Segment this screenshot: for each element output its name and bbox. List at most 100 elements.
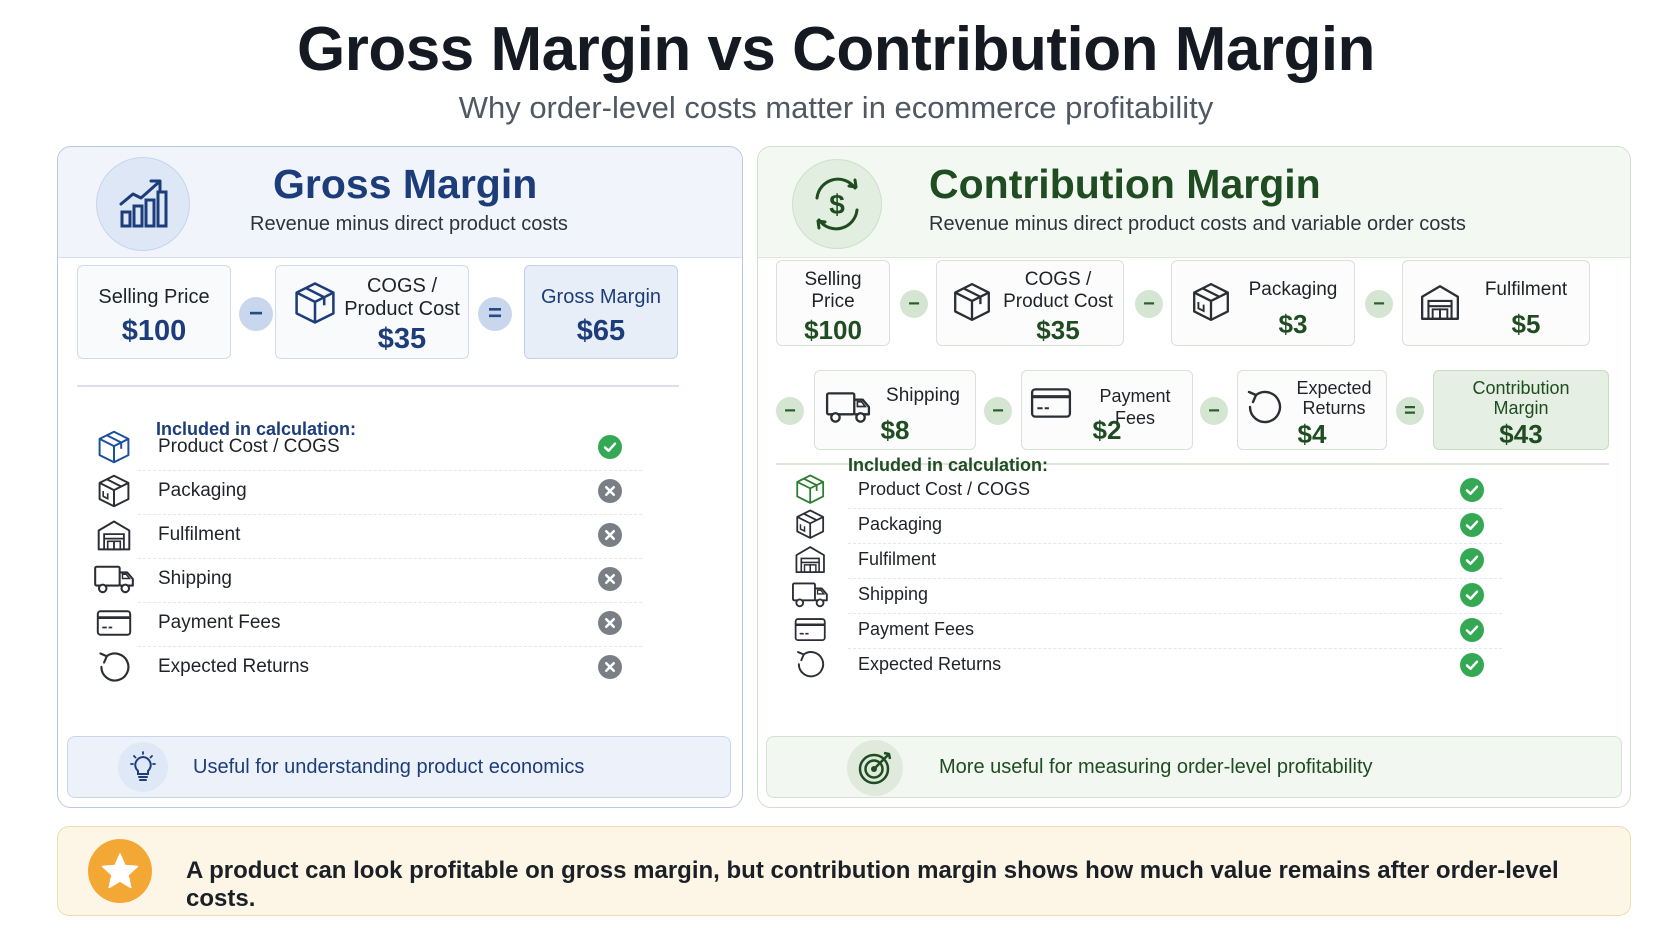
check-icon xyxy=(1460,512,1484,537)
payment-fees-box: Payment Fees $2 xyxy=(1021,370,1193,450)
list-item-label: Shipping xyxy=(158,568,232,589)
gross-margin-panel: Gross Margin Revenue minus direct produc… xyxy=(57,146,743,808)
minus-operator: − xyxy=(239,297,273,331)
list-item: Payment Fees xyxy=(82,603,642,647)
check-icon xyxy=(1460,582,1484,607)
cross-icon xyxy=(598,567,622,591)
contribution-result-value: $43 xyxy=(1499,419,1543,449)
payment-fees-label: Payment Fees xyxy=(1099,386,1171,428)
expected-returns-value: $4 xyxy=(1297,419,1327,449)
list-item: Product Cost / COGS xyxy=(82,427,642,471)
cross-icon xyxy=(598,611,622,635)
box-icon xyxy=(951,281,993,323)
cogs-value: $35 xyxy=(377,323,427,355)
cogs-label-line1: COGS / xyxy=(1024,269,1092,290)
page-subtitle: Why order-level costs matter in ecommerc… xyxy=(458,90,1214,125)
gross-footer: Useful for understanding product economi… xyxy=(67,736,731,798)
bar-chart-growth-icon xyxy=(96,157,190,251)
cogs-label-line1: COGS / xyxy=(366,275,437,297)
warehouse-icon xyxy=(96,517,132,553)
list-item: Expected Returns xyxy=(82,647,642,691)
shipping-value: $8 xyxy=(880,415,910,445)
contribution-footer: More useful for measuring order-level pr… xyxy=(766,736,1622,798)
check-icon xyxy=(1460,617,1484,642)
cogs-box: COGS / Product Cost $35 xyxy=(275,265,469,359)
selling-price-box: Selling Price $100 xyxy=(776,260,890,346)
contribution-margin-title: Contribution Margin xyxy=(929,161,1321,207)
selling-price-label-line2: Price xyxy=(811,291,855,312)
cross-icon xyxy=(598,523,622,547)
box-icon xyxy=(292,280,338,326)
box-icon xyxy=(96,429,132,465)
cross-icon xyxy=(598,479,622,503)
warehouse-icon xyxy=(1419,281,1461,323)
gross-margin-title: Gross Margin xyxy=(273,161,538,207)
list-item: Packaging xyxy=(82,471,642,515)
divider xyxy=(776,463,1609,465)
list-item-label: Expected Returns xyxy=(858,653,1002,674)
check-icon xyxy=(598,435,622,459)
truck-icon xyxy=(93,563,135,595)
contribution-margin-panel: $ Contribution Margin Revenue minus dire… xyxy=(757,146,1631,808)
expected-returns-box: Expected Returns $4 xyxy=(1237,370,1387,450)
row-divider xyxy=(848,508,1502,509)
cogs-label-line2: Product Cost xyxy=(344,298,460,320)
fulfilment-box: Fulfilment $5 xyxy=(1402,260,1590,346)
fulfilment-value: $5 xyxy=(1511,309,1541,339)
box-icon xyxy=(794,473,826,505)
list-item-label: Fulfilment xyxy=(858,548,937,569)
gross-margin-result-label: Gross Margin xyxy=(540,286,662,308)
lightbulb-icon xyxy=(118,742,168,792)
divider xyxy=(77,385,679,387)
list-item: Payment Fees xyxy=(788,614,1502,649)
credit-card-icon xyxy=(96,609,132,637)
key-insight-banner: A product can look profitable on gross m… xyxy=(57,826,1631,916)
package-icon xyxy=(794,508,826,540)
dollar-circle-icon: $ xyxy=(792,159,882,249)
fulfilment-label: Fulfilment xyxy=(1484,279,1568,300)
row-divider xyxy=(138,470,642,471)
list-item-label: Payment Fees xyxy=(158,612,281,633)
selling-price-value: $100 xyxy=(121,315,187,347)
list-item-label: Packaging xyxy=(858,513,943,534)
list-item: Product Cost / COGS xyxy=(788,474,1502,509)
warehouse-icon xyxy=(794,543,826,575)
row-divider xyxy=(848,613,1502,614)
list-item-label: Expected Returns xyxy=(158,656,310,677)
list-item: Packaging xyxy=(788,509,1502,544)
selling-price-value: $100 xyxy=(804,315,862,345)
contribution-margin-description: Revenue minus direct product costs and v… xyxy=(929,213,1466,235)
package-icon xyxy=(96,473,132,509)
minus-operator: − xyxy=(984,397,1012,425)
contribution-margin-result-box: Contribution Margin $43 xyxy=(1433,370,1609,450)
target-icon xyxy=(847,740,903,796)
minus-operator: − xyxy=(1365,290,1393,318)
row-divider xyxy=(138,514,642,515)
cogs-box: COGS / Product Cost $35 xyxy=(936,260,1124,346)
minus-operator: − xyxy=(1135,290,1163,318)
equals-operator: = xyxy=(1396,397,1424,425)
minus-operator: − xyxy=(1200,397,1228,425)
gross-margin-description: Revenue minus direct product costs xyxy=(250,213,568,235)
equals-operator: = xyxy=(478,297,512,331)
row-divider xyxy=(138,646,642,647)
list-item: Fulfilment xyxy=(788,544,1502,579)
packaging-label: Packaging xyxy=(1248,279,1338,300)
row-divider xyxy=(848,648,1502,649)
gross-margin-header: Gross Margin Revenue minus direct produc… xyxy=(58,147,742,258)
gross-margin-result-box: Gross Margin $65 xyxy=(524,265,678,359)
payment-fees-value: $2 xyxy=(1092,415,1122,445)
row-divider xyxy=(138,602,642,603)
cogs-label-line2: Product Cost xyxy=(1003,291,1113,312)
row-divider xyxy=(138,558,642,559)
key-insight-text: A product can look profitable on gross m… xyxy=(186,857,1559,912)
expected-returns-label-line1: Expected xyxy=(1296,378,1372,398)
list-item-label: Fulfilment xyxy=(158,524,241,545)
page-title: Gross Margin vs Contribution Margin xyxy=(297,15,1375,84)
return-arrow-icon xyxy=(794,648,826,680)
contribution-result-label-line2: Margin xyxy=(1493,398,1549,418)
list-item-label: Shipping xyxy=(858,583,929,604)
check-icon xyxy=(1460,652,1484,677)
gross-footer-text: Useful for understanding product economi… xyxy=(193,756,585,778)
contribution-margin-header: $ Contribution Margin Revenue minus dire… xyxy=(758,147,1630,258)
